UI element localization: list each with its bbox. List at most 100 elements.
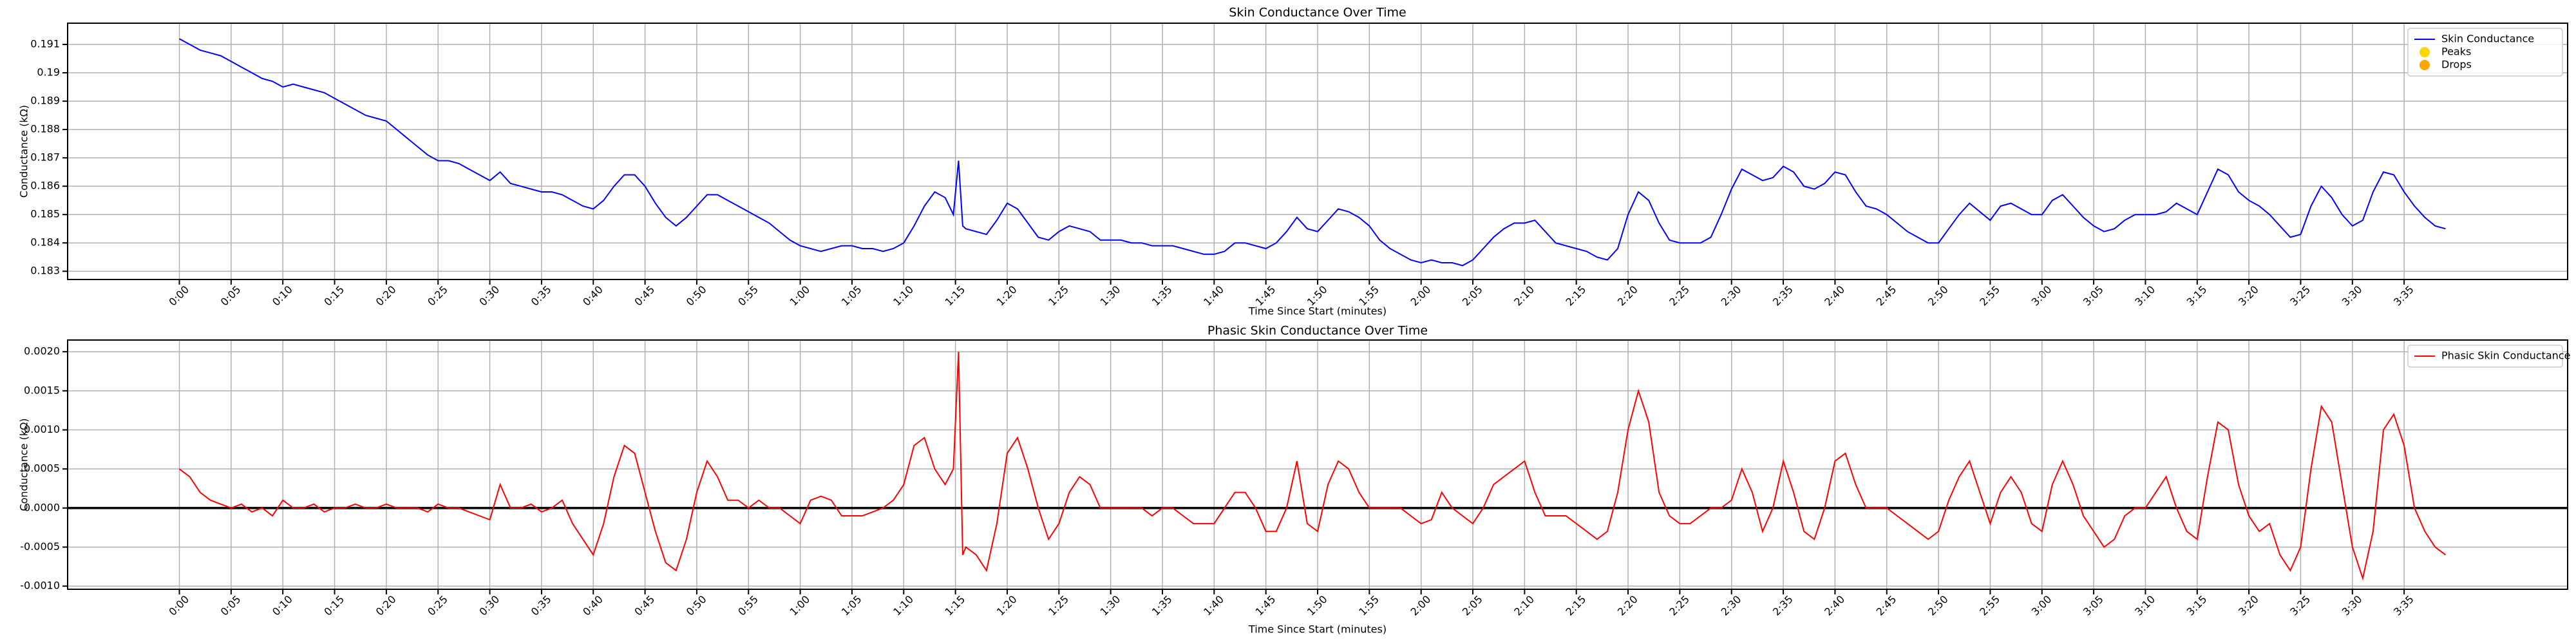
y-tick-label: 0.19: [37, 66, 60, 79]
x-tick-label: 1:15: [942, 593, 967, 618]
x-tick-label: 2:45: [1874, 593, 1899, 618]
x-tick-label: 2:50: [1926, 283, 1951, 308]
x-tick-label: 0:45: [632, 593, 657, 618]
x-tick-label: 1:05: [839, 593, 864, 618]
x-tick-label: 0:30: [477, 593, 502, 618]
x-tick-label: 0:00: [166, 283, 191, 308]
x-tick-label: 1:10: [891, 283, 916, 308]
chart-title: Phasic Skin Conductance Over Time: [1208, 324, 1428, 338]
x-tick-label: 3:15: [2184, 593, 2210, 618]
x-tick-label: 0:30: [477, 283, 502, 308]
x-tick-label: 0:35: [529, 593, 554, 618]
x-tick-label: 3:20: [2236, 593, 2261, 618]
x-tick-label: 1:45: [1253, 593, 1278, 618]
legend-swatch: [2420, 60, 2430, 70]
x-tick-label: 3:25: [2287, 283, 2313, 308]
y-tick-label: 0.189: [30, 95, 60, 107]
x-tick-label: 2:05: [1460, 283, 1485, 308]
x-tick-label: 1:55: [1356, 593, 1381, 618]
legend-label: Phasic Skin Conductance: [2441, 350, 2570, 362]
x-tick-label: 1:40: [1201, 593, 1226, 618]
x-tick-label: 3:05: [2081, 283, 2106, 308]
x-axis-label: Time Since Start (minutes): [1248, 305, 1387, 317]
x-tick-label: 1:00: [787, 593, 812, 618]
x-tick-label: 0:50: [684, 283, 709, 308]
y-tick-label: 0.186: [30, 180, 60, 192]
x-tick-label: 2:15: [1564, 283, 1589, 308]
x-tick-label: 2:35: [1770, 283, 1795, 308]
x-tick-label: 0:20: [374, 593, 399, 618]
chart-title: Skin Conductance Over Time: [1229, 6, 1406, 20]
x-tick-label: 2:15: [1564, 593, 1589, 618]
x-tick-label: 1:00: [787, 283, 812, 308]
y-tick-label: 0.0005: [24, 462, 60, 475]
legend-label: Peaks: [2441, 46, 2471, 58]
data-line: [179, 38, 2446, 267]
x-tick-label: 2:50: [1926, 593, 1951, 618]
x-tick-label: 0:50: [684, 593, 709, 618]
x-tick-label: 3:10: [2132, 593, 2157, 618]
x-tick-label: 3:05: [2081, 593, 2106, 618]
x-tick-label: 3:30: [2340, 593, 2365, 618]
y-tick-label: 0.0000: [24, 501, 60, 513]
x-tick-label: 2:55: [1977, 593, 2002, 618]
x-tick-label: 1:30: [1098, 283, 1123, 308]
x-tick-label: 0:45: [632, 283, 657, 308]
x-tick-label: 2:20: [1615, 593, 1640, 618]
x-tick-label: 0:10: [270, 283, 295, 308]
x-tick-label: 1:25: [1046, 283, 1071, 308]
x-tick-label: 0:10: [270, 593, 295, 618]
x-tick-label: 3:35: [2391, 593, 2416, 618]
x-tick-label: 2:10: [1511, 283, 1537, 308]
x-tick-label: 1:05: [839, 283, 864, 308]
x-tick-label: 0:40: [580, 593, 605, 618]
y-tick-label: 0.0010: [24, 423, 60, 435]
x-tick-label: 0:15: [321, 593, 346, 618]
x-tick-label: 2:25: [1667, 283, 1692, 308]
subplot: Skin Conductance Over Time 0:00 0:05 0:10 0:…: [18, 6, 2568, 317]
x-tick-label: 2:30: [1719, 283, 1744, 308]
legend-label: Skin Conductance: [2441, 33, 2534, 45]
axes-frame: [67, 23, 2568, 280]
x-tick-label: 1:35: [1150, 283, 1175, 308]
x-tick-label: 2:30: [1719, 593, 1744, 618]
x-tick-label: 2:40: [1822, 593, 1847, 618]
x-tick-label: 1:35: [1150, 593, 1175, 618]
x-tick-label: 0:25: [425, 283, 450, 308]
y-axis-label: Conductance (kΩ): [18, 105, 30, 198]
y-tick-label: 0.0015: [24, 384, 60, 396]
x-tick-label: 0:55: [735, 283, 761, 308]
x-tick-label: 2:25: [1667, 593, 1692, 618]
x-tick-label: 2:40: [1822, 283, 1847, 308]
y-tick-label: 0.183: [30, 265, 60, 277]
x-tick-label: 1:10: [891, 593, 916, 618]
y-tick-label: -0.0010: [20, 580, 60, 592]
x-tick-label: 2:00: [1408, 283, 1434, 308]
legend-box: [2407, 345, 2563, 368]
x-tick-label: 3:25: [2287, 593, 2313, 618]
x-tick-label: 0:20: [374, 283, 399, 308]
x-tick-label: 0:25: [425, 593, 450, 618]
y-tick-label: -0.0005: [20, 540, 60, 553]
x-tick-label: 1:15: [942, 283, 967, 308]
x-tick-label: 3:20: [2236, 283, 2261, 308]
x-tick-label: 2:20: [1615, 283, 1640, 308]
x-tick-label: 1:25: [1046, 593, 1071, 618]
x-tick-label: 0:05: [218, 283, 243, 308]
x-tick-label: 2:55: [1977, 283, 2002, 308]
x-tick-label: 0:55: [735, 593, 761, 618]
x-tick-label: 0:40: [580, 283, 605, 308]
axes-frame: [67, 339, 2568, 590]
x-tick-label: 3:30: [2340, 283, 2365, 308]
x-tick-label: 3:15: [2184, 283, 2210, 308]
x-tick-label: 2:35: [1770, 593, 1795, 618]
y-tick-label: 0.191: [30, 38, 60, 50]
y-tick-label: 0.188: [30, 123, 60, 135]
legend-swatch: [2420, 47, 2430, 57]
legend-box: [2407, 28, 2563, 77]
x-tick-label: 0:15: [321, 283, 346, 308]
y-axis-label: Conductance (kΩ): [18, 418, 30, 511]
x-tick-label: 2:00: [1408, 593, 1434, 618]
x-tick-label: 2:05: [1460, 593, 1485, 618]
